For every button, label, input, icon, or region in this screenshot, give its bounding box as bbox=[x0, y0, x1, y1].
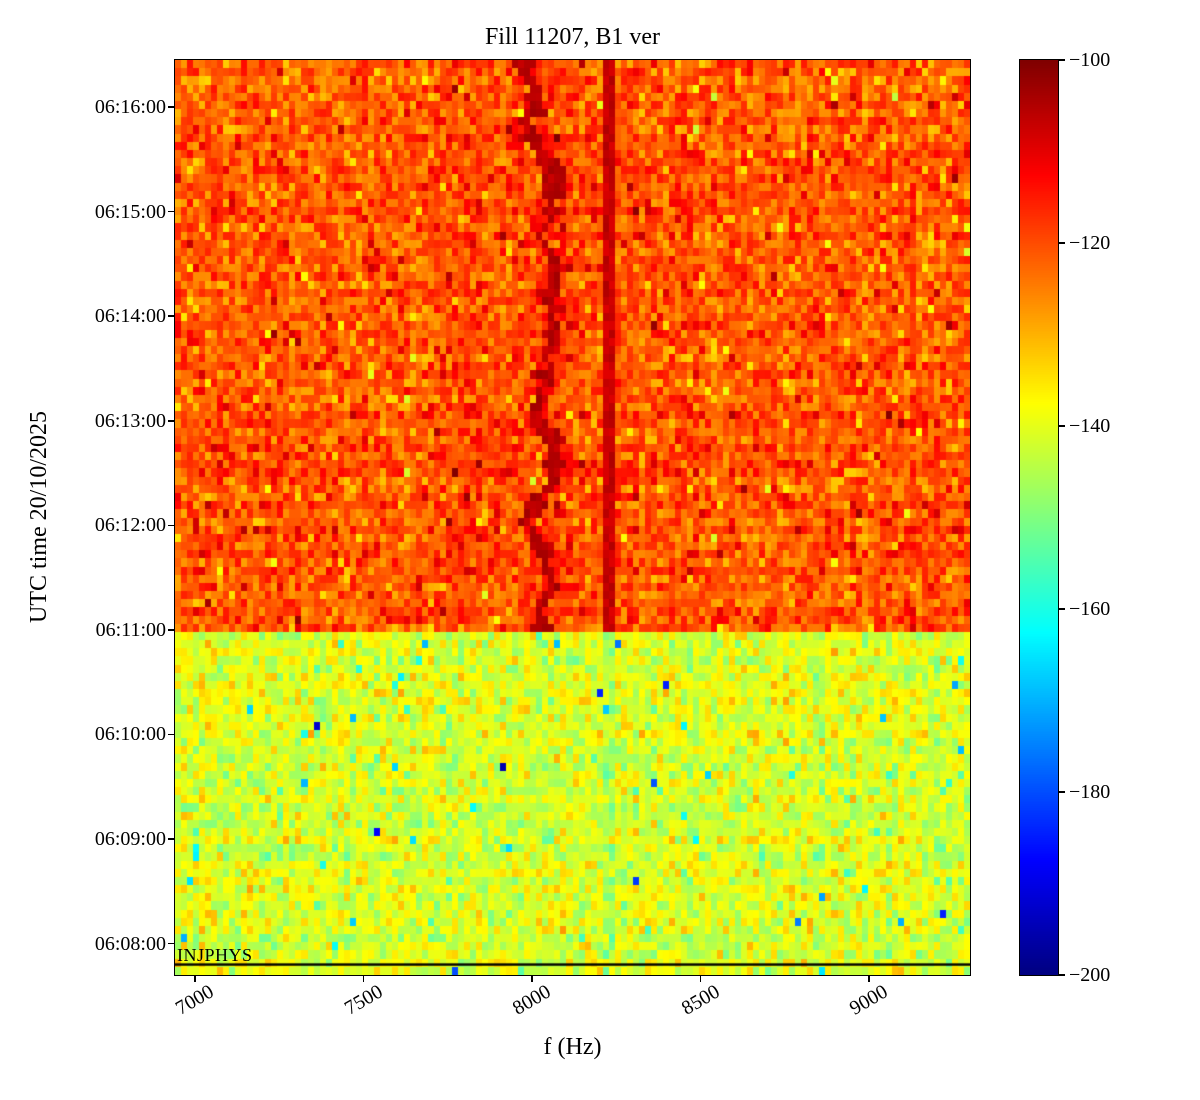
colorbar-tick-label: −120 bbox=[1069, 232, 1111, 254]
colorbar-tick-label: −140 bbox=[1069, 415, 1111, 437]
colorbar-tick-mark bbox=[1059, 974, 1065, 976]
y-tick-mark bbox=[168, 420, 174, 422]
y-tick-label: 06:16:00 bbox=[94, 96, 166, 119]
y-tick-label: 06:13:00 bbox=[94, 409, 166, 432]
y-tick-mark bbox=[168, 524, 174, 527]
y-tick-label: 06:15:00 bbox=[94, 200, 166, 223]
chart-title: Fill 11207, B1 ver bbox=[484, 24, 661, 50]
y-tick-label: 06:11:00 bbox=[95, 618, 166, 641]
colorbar-tick-mark bbox=[1059, 791, 1065, 793]
y-tick-label: 06:08:00 bbox=[94, 932, 166, 955]
y-tick-label: 06:14:00 bbox=[94, 305, 166, 328]
colorbar-tick-label: −200 bbox=[1069, 964, 1111, 986]
colorbar-canvas bbox=[1020, 60, 1058, 975]
x-tick-mark bbox=[194, 976, 196, 982]
y-tick-label: 06:09:00 bbox=[94, 828, 166, 851]
x-tick-mark bbox=[531, 976, 533, 982]
colorbar-tick-mark bbox=[1059, 425, 1065, 427]
colorbar-tick-label: −180 bbox=[1069, 781, 1111, 803]
heatmap-plot-area: INJPHYS bbox=[174, 59, 971, 976]
colorbar-tick-label: −100 bbox=[1069, 49, 1111, 71]
x-axis-label: f (Hz) bbox=[543, 1034, 602, 1060]
injphys-beam-mode-annotation: INJPHYS bbox=[177, 944, 253, 965]
y-tick-mark bbox=[168, 629, 174, 631]
colorbar-tick-mark bbox=[1059, 242, 1065, 244]
y-tick-mark bbox=[168, 106, 174, 108]
x-tick-mark bbox=[362, 976, 365, 982]
colorbar-tick-mark bbox=[1059, 608, 1065, 610]
colorbar-tick-mark bbox=[1059, 59, 1065, 61]
x-tick-mark bbox=[868, 976, 870, 982]
x-tick-mark bbox=[699, 976, 702, 982]
y-tick-label: 06:10:00 bbox=[94, 723, 166, 746]
y-tick-mark bbox=[168, 210, 174, 213]
y-tick-label: 06:12:00 bbox=[94, 514, 166, 537]
y-tick-mark bbox=[168, 733, 174, 736]
y-tick-mark bbox=[168, 838, 174, 840]
y-tick-mark bbox=[168, 942, 174, 945]
spectrogram-heatmap-canvas bbox=[175, 60, 970, 975]
colorbar-tick-label: −160 bbox=[1069, 598, 1111, 620]
y-tick-mark bbox=[168, 315, 174, 317]
colorbar bbox=[1019, 59, 1059, 976]
